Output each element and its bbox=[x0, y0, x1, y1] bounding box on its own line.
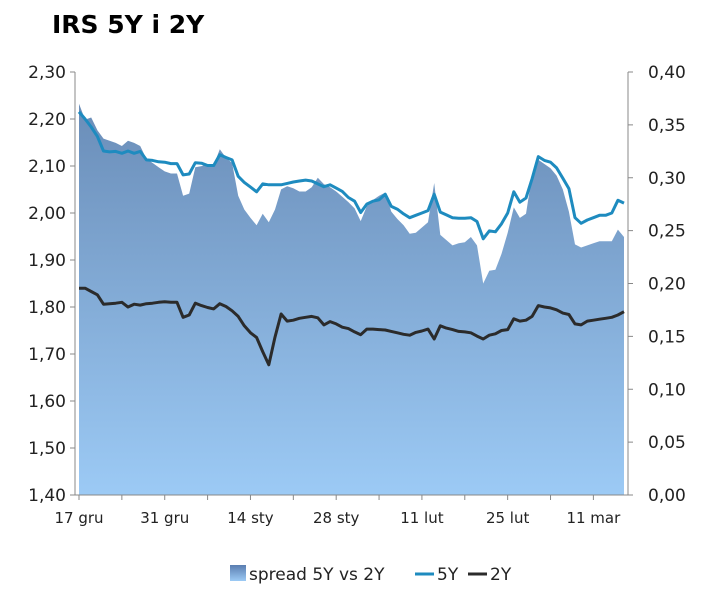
x-tick-label: 28 sty bbox=[313, 509, 360, 527]
y-left-tick-label: 1,50 bbox=[28, 439, 66, 459]
y-left-tick-label: 1,60 bbox=[28, 392, 66, 412]
y-left-tick-label: 2,30 bbox=[28, 63, 66, 83]
y-left-tick-label: 2,00 bbox=[28, 204, 66, 224]
legend: spread 5Y vs 2Y 5Y 2Y bbox=[230, 565, 512, 585]
legend-swatch-spread bbox=[230, 565, 246, 581]
y-right-tick-label: 0,25 bbox=[648, 222, 686, 242]
legend-label-5y: 5Y bbox=[437, 565, 459, 585]
x-tick-label: 31 gru bbox=[140, 509, 189, 527]
y-right-tick-label: 0,10 bbox=[648, 380, 686, 400]
y-left-tick-label: 1,70 bbox=[28, 345, 66, 365]
legend-label-2y: 2Y bbox=[490, 565, 512, 585]
spread-area bbox=[79, 103, 624, 495]
y-right-tick-label: 0,00 bbox=[648, 486, 686, 506]
y-right-tick-label: 0,35 bbox=[648, 116, 686, 136]
y-left-tick-label: 1,80 bbox=[28, 298, 66, 318]
y-right-tick-label: 0,30 bbox=[648, 169, 686, 189]
line-2y bbox=[79, 286, 625, 367]
x-tick-label: 25 lut bbox=[486, 509, 530, 527]
line-5y bbox=[77, 110, 625, 241]
y-right-tick-label: 0,15 bbox=[648, 327, 686, 347]
y-right-tick-label: 0,05 bbox=[648, 433, 686, 453]
x-tick-label: 17 gru bbox=[54, 509, 103, 527]
y-right-tick-label: 0,40 bbox=[648, 63, 686, 83]
x-tick-label: 11 mar bbox=[566, 509, 621, 527]
y-left-tick-label: 2,10 bbox=[28, 157, 66, 177]
x-tick-label: 11 lut bbox=[400, 509, 444, 527]
y-left-tick-label: 2,20 bbox=[28, 110, 66, 130]
legend-label-spread: spread 5Y vs 2Y bbox=[249, 565, 385, 585]
axes: 1,40 1,50 1,60 1,70 1,80 1,90 2,00 2,10 2,20 2,30… bbox=[28, 63, 686, 527]
plot-area bbox=[77, 103, 625, 495]
y-right-tick-label: 0,20 bbox=[648, 275, 686, 295]
x-tick-label: 14 sty bbox=[227, 509, 274, 527]
y-left-tick-label: 1,90 bbox=[28, 251, 66, 271]
chart-title: IRS 5Y i 2Y bbox=[52, 10, 205, 39]
y-left-tick-label: 1,40 bbox=[28, 486, 66, 506]
